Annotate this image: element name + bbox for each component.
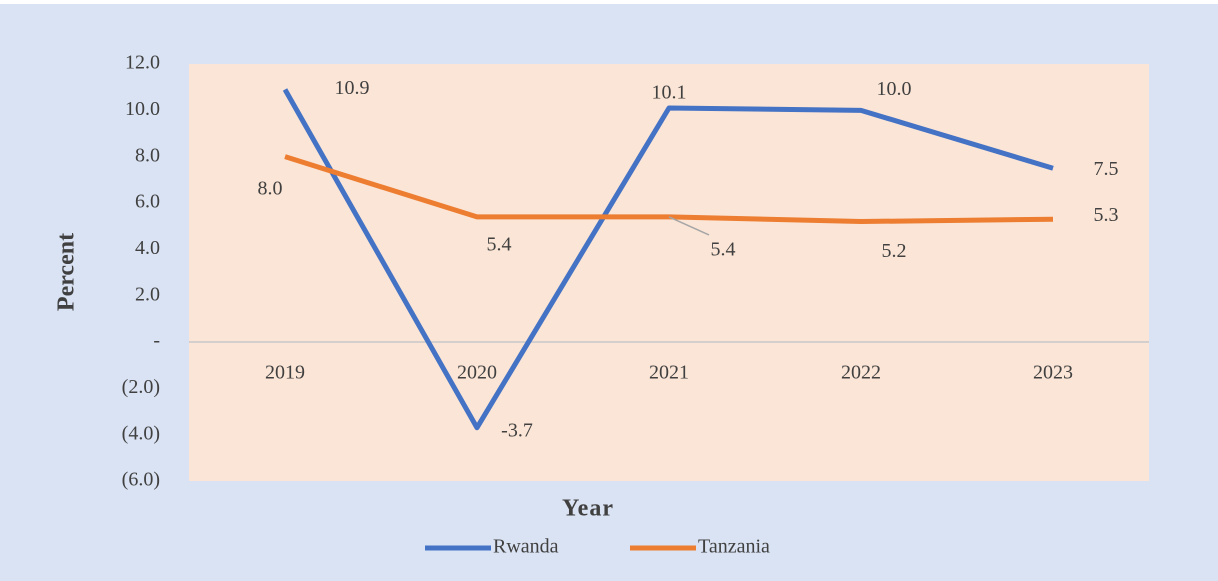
data-label: 10.9 (335, 77, 370, 99)
y-tick-label: (6.0) (122, 469, 160, 491)
data-label: 5.3 (1094, 204, 1119, 226)
y-tick-label: 6.0 (135, 191, 160, 213)
legend-label: Tanzania (698, 536, 770, 558)
x-tick-label: 2020 (457, 362, 497, 384)
x-tick-label: 2019 (265, 362, 305, 384)
y-tick-label: (2.0) (122, 376, 160, 398)
y-tick-label: 4.0 (135, 237, 160, 259)
data-label: 10.0 (877, 78, 912, 100)
y-axis-title: Percent (54, 233, 80, 311)
leader-line (668, 216, 710, 236)
data-label: 5.2 (882, 240, 907, 262)
data-label: 8.0 (258, 177, 283, 199)
x-tick-label: 2021 (649, 362, 689, 384)
y-tick-label: (4.0) (122, 422, 160, 444)
x-tick-label: 2022 (841, 362, 881, 384)
data-label: 5.4 (711, 238, 736, 260)
data-label: -3.7 (501, 419, 533, 441)
x-tick-label: 2023 (1033, 362, 1073, 384)
y-tick-label: 12.0 (125, 52, 160, 74)
y-tick-label: 8.0 (135, 144, 160, 166)
y-tick-label: 2.0 (135, 283, 160, 305)
plot-area (189, 64, 1149, 481)
y-tick-label: - (153, 330, 160, 352)
y-tick-label: 10.0 (125, 98, 160, 120)
data-label: 10.1 (652, 82, 687, 104)
data-label: 7.5 (1094, 158, 1119, 180)
x-axis-title: Year (562, 496, 614, 522)
series-line (282, 88, 1054, 431)
data-label: 5.4 (487, 233, 512, 255)
legend-label: Rwanda (493, 536, 559, 558)
